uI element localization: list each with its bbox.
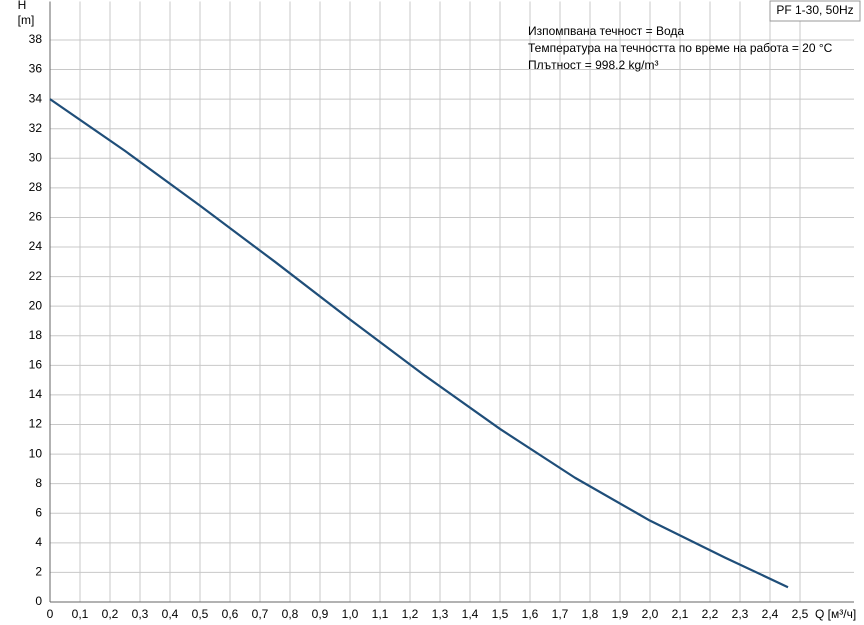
y-tick-label: 38	[29, 32, 43, 46]
x-tick-label: 0,7	[252, 607, 269, 621]
y-tick-label: 22	[29, 269, 43, 283]
y-tick-label: 34	[29, 91, 43, 105]
x-tick-label: 0,4	[162, 607, 179, 621]
y-tick-label: 12	[29, 417, 43, 431]
x-tick-label: 0,3	[132, 607, 149, 621]
x-tick-label: 1,1	[372, 607, 389, 621]
x-tick-label: 2,3	[732, 607, 749, 621]
x-tick-label: 1,9	[612, 607, 629, 621]
x-tick-label: 2,5	[792, 607, 809, 621]
x-tick-label: 0,5	[192, 607, 209, 621]
x-axis-label: Q [м³/ч]	[815, 607, 856, 621]
y-axis-unit: [m]	[18, 13, 35, 27]
x-tick-label: 2,1	[672, 607, 689, 621]
x-tick-label: 0,6	[222, 607, 239, 621]
x-tick-label: 0,2	[102, 607, 119, 621]
y-tick-label: 14	[29, 387, 43, 401]
y-tick-label: 4	[35, 535, 42, 549]
x-tick-label: 1,8	[582, 607, 599, 621]
annotation: Изпомпвана течност = Вода	[528, 24, 684, 38]
y-tick-label: 8	[35, 476, 42, 490]
y-tick-label: 16	[29, 358, 43, 372]
x-tick-label: 1,2	[402, 607, 419, 621]
y-tick-label: 6	[35, 505, 42, 519]
y-tick-label: 0	[35, 594, 42, 608]
x-tick-label: 0,1	[72, 607, 89, 621]
legend-entry: PF 1-30, 50Hz	[776, 3, 853, 17]
x-tick-label: 1,0	[342, 607, 359, 621]
y-tick-label: 28	[29, 180, 43, 194]
x-tick-label: 2,4	[762, 607, 779, 621]
y-tick-label: 20	[29, 298, 43, 312]
y-tick-label: 32	[29, 121, 43, 135]
y-tick-label: 2	[35, 565, 42, 579]
x-tick-label: 0,9	[312, 607, 329, 621]
y-tick-label: 24	[29, 239, 43, 253]
y-tick-label: 26	[29, 210, 43, 224]
x-tick-label: 1,4	[462, 607, 479, 621]
x-tick-label: 1,5	[492, 607, 509, 621]
legend-box	[769, 0, 861, 22]
annotation: Температура на течността по време на раб…	[528, 41, 833, 55]
y-axis-label: H	[18, 0, 27, 12]
y-tick-label: 30	[29, 150, 43, 164]
y-tick-label: 36	[29, 62, 43, 76]
x-tick-label: 1,6	[522, 607, 539, 621]
y-tick-label: 10	[29, 446, 43, 460]
x-tick-label: 2,2	[702, 607, 719, 621]
annotation: Плътност = 998.2 kg/m³	[528, 58, 658, 72]
curve	[49, 98, 789, 589]
x-tick-label: 1,3	[432, 607, 449, 621]
x-tick-label: 2,0	[642, 607, 659, 621]
x-tick-label: 0,8	[282, 607, 299, 621]
y-tick-label: 18	[29, 328, 43, 342]
x-tick-label: 1,7	[552, 607, 569, 621]
x-tick-label: 0	[47, 607, 54, 621]
